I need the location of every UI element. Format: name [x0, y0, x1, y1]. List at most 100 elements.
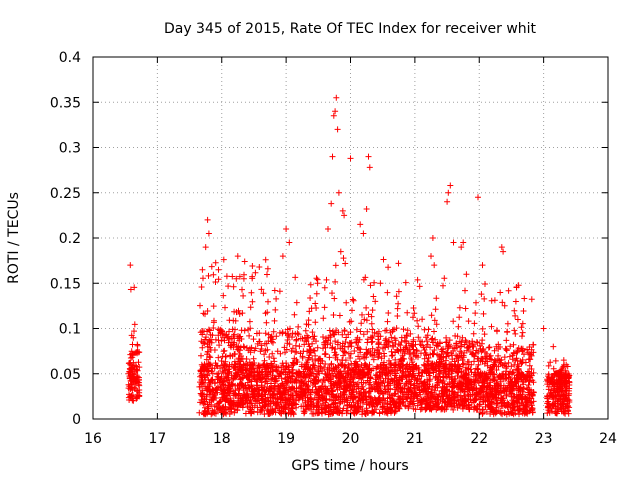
data-point	[440, 345, 447, 352]
data-point	[346, 376, 353, 383]
data-point	[328, 380, 335, 387]
data-point	[499, 375, 505, 382]
data-point	[326, 396, 333, 403]
data-point	[204, 308, 211, 314]
data-point	[449, 356, 456, 363]
data-point	[264, 407, 271, 414]
data-point	[460, 393, 467, 400]
data-point	[314, 344, 321, 351]
data-point	[219, 379, 226, 386]
data-point	[270, 328, 277, 335]
data-point	[434, 394, 441, 401]
data-point	[372, 298, 379, 305]
data-point	[332, 364, 339, 370]
data-point	[322, 361, 329, 367]
data-point	[225, 391, 231, 397]
data-point	[385, 264, 392, 271]
data-point	[428, 361, 435, 368]
data-point	[384, 389, 391, 396]
data-point	[207, 354, 214, 361]
data-point	[528, 352, 535, 359]
data-point	[245, 347, 252, 354]
data-point	[409, 401, 416, 408]
data-point	[313, 290, 320, 297]
data-point	[282, 330, 289, 337]
data-point	[353, 364, 360, 371]
data-point	[350, 373, 357, 380]
data-point	[126, 373, 133, 380]
data-point	[528, 366, 535, 372]
data-point	[454, 333, 461, 340]
data-point	[215, 276, 222, 283]
data-point	[473, 299, 479, 306]
data-point	[385, 382, 392, 389]
data-point	[345, 361, 352, 368]
data-point	[438, 351, 445, 358]
data-point	[443, 353, 450, 360]
data-point	[410, 338, 417, 345]
data-point	[426, 399, 433, 406]
data-point	[341, 386, 348, 393]
data-point	[291, 355, 298, 362]
data-point	[500, 385, 507, 392]
data-point	[446, 388, 453, 395]
data-point	[334, 126, 341, 133]
data-point	[327, 411, 334, 417]
data-point	[267, 410, 274, 417]
data-point	[471, 320, 478, 327]
data-point	[199, 344, 206, 351]
data-point	[447, 361, 454, 368]
data-point	[256, 264, 263, 270]
data-point	[209, 365, 216, 372]
data-point	[368, 320, 375, 327]
data-point	[261, 340, 268, 347]
data-point	[369, 385, 376, 392]
data-point	[507, 387, 514, 394]
data-point	[256, 362, 263, 369]
data-point	[443, 386, 449, 393]
data-point	[198, 284, 205, 290]
data-point	[340, 385, 347, 392]
data-point	[519, 333, 525, 340]
data-point	[276, 288, 283, 295]
data-point	[395, 385, 402, 392]
data-point	[526, 362, 533, 369]
data-point	[442, 357, 449, 364]
data-point	[460, 379, 467, 386]
data-point	[323, 337, 330, 344]
data-point	[420, 361, 427, 368]
data-point	[566, 379, 573, 386]
data-point	[494, 385, 501, 392]
data-point	[363, 350, 370, 357]
data-point	[276, 329, 283, 336]
data-point	[127, 393, 134, 400]
data-point	[213, 385, 220, 392]
data-point	[431, 328, 437, 335]
data-point	[212, 259, 219, 266]
data-point	[387, 360, 394, 367]
data-point	[501, 410, 508, 417]
data-point	[363, 317, 370, 324]
data-point	[237, 361, 244, 368]
data-point	[458, 244, 465, 251]
data-point	[393, 325, 400, 332]
data-point	[410, 382, 417, 389]
data-point	[549, 402, 556, 409]
data-point	[487, 382, 494, 389]
data-point	[134, 374, 141, 381]
data-point	[530, 349, 537, 356]
data-point	[434, 381, 441, 388]
data-point	[521, 395, 528, 401]
data-point	[494, 399, 501, 406]
data-point	[530, 379, 537, 386]
data-point	[485, 344, 492, 351]
data-point	[450, 239, 457, 246]
data-point	[424, 385, 431, 392]
data-point	[424, 391, 431, 398]
data-point	[264, 271, 270, 278]
data-point	[265, 331, 272, 338]
data-point	[344, 382, 351, 388]
data-point	[234, 253, 241, 260]
data-point	[295, 394, 302, 401]
data-point	[134, 342, 141, 349]
